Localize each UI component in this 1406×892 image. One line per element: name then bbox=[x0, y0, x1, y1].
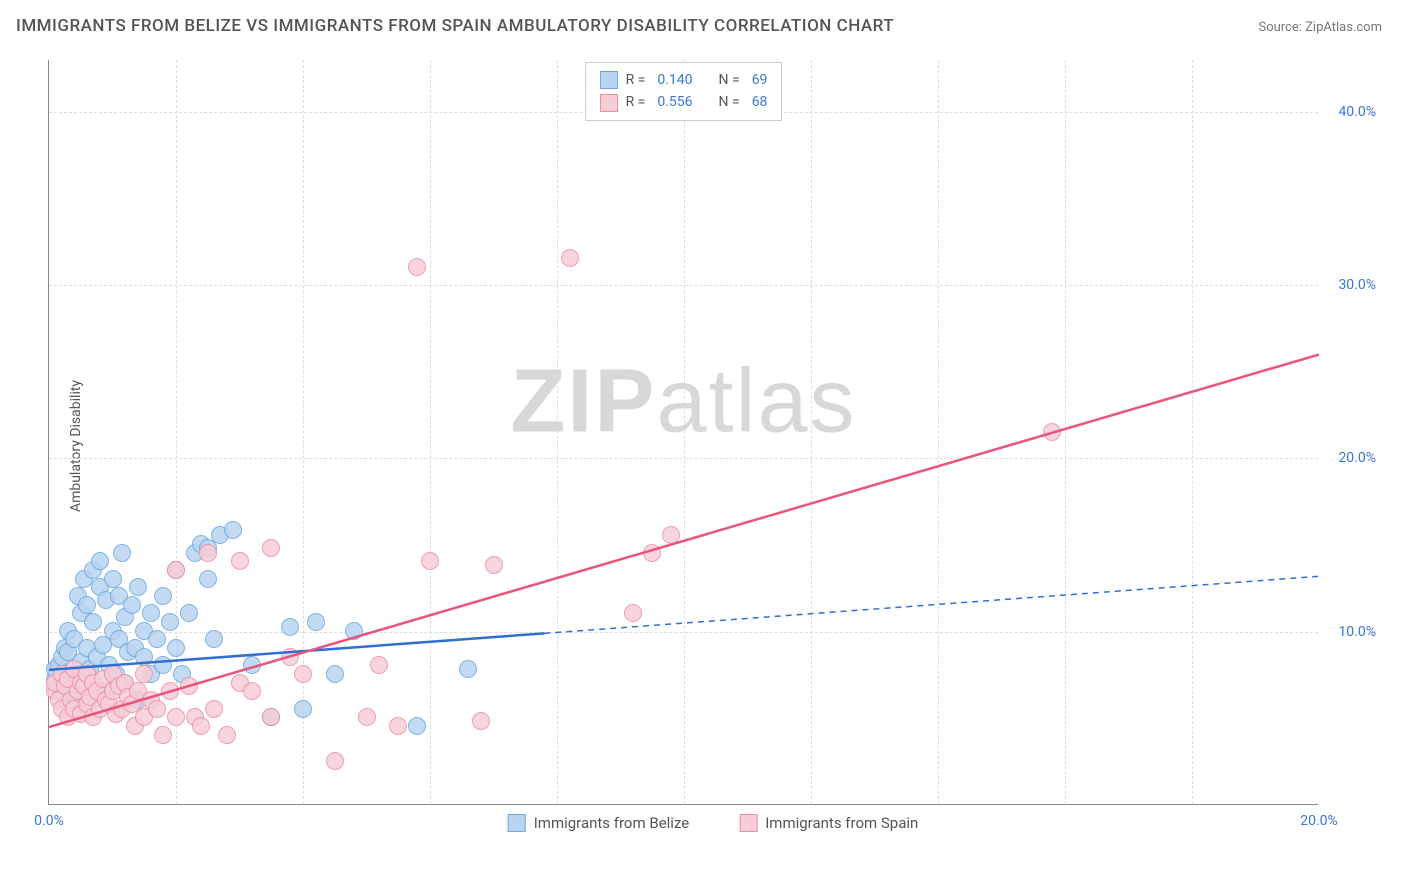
legend-series: Immigrants from Belize Immigrants from Sp… bbox=[508, 814, 919, 832]
legend-series-label: Immigrants from Belize bbox=[534, 814, 690, 832]
chart-title: IMMIGRANTS FROM BELIZE VS IMMIGRANTS FRO… bbox=[16, 16, 894, 36]
y-tick-label: 20.0% bbox=[1338, 450, 1376, 466]
chart-container: ZIPatlas R =0.140N =69R =0.556N =68 10.0… bbox=[48, 60, 1378, 830]
r-label: R = bbox=[626, 69, 646, 91]
legend-swatch bbox=[739, 814, 757, 832]
legend-series-item: Immigrants from Spain bbox=[739, 814, 918, 832]
y-tick-label: 30.0% bbox=[1338, 277, 1376, 293]
trend-lines bbox=[49, 60, 1319, 805]
x-tick-label: 0.0% bbox=[34, 813, 64, 829]
n-label: N = bbox=[719, 69, 740, 91]
y-tick-label: 40.0% bbox=[1338, 104, 1376, 120]
trend-line-solid bbox=[49, 355, 1319, 728]
source-link[interactable]: ZipAtlas.com bbox=[1305, 20, 1382, 35]
legend-correlation: R = 0.140 N = 69 R = 0.556 N = 68 bbox=[585, 62, 783, 121]
legend-swatch bbox=[600, 94, 618, 112]
legend-correlation-row: R = 0.140 N = 69 bbox=[600, 69, 768, 91]
legend-series-item: Immigrants from Belize bbox=[508, 814, 690, 832]
trend-line-solid bbox=[49, 633, 544, 669]
trend-line-dashed bbox=[544, 576, 1319, 633]
r-value: 0.556 bbox=[657, 91, 692, 113]
source-label: Source: bbox=[1258, 20, 1305, 35]
x-tick-label: 20.0% bbox=[1300, 813, 1338, 829]
source-attribution: Source: ZipAtlas.com bbox=[1258, 20, 1382, 35]
y-tick-label: 10.0% bbox=[1338, 624, 1376, 640]
n-value: 69 bbox=[752, 69, 768, 91]
r-value: 0.140 bbox=[657, 69, 692, 91]
plot-area: ZIPatlas R =0.140N =69R =0.556N =68 10.0… bbox=[48, 60, 1318, 805]
legend-correlation-row: R = 0.556 N = 68 bbox=[600, 91, 768, 113]
legend-swatch bbox=[600, 71, 618, 89]
r-label: R = bbox=[626, 91, 646, 113]
n-label: N = bbox=[719, 91, 740, 113]
legend-series-label: Immigrants from Spain bbox=[765, 814, 918, 832]
n-value: 68 bbox=[752, 91, 768, 113]
legend-swatch bbox=[508, 814, 526, 832]
